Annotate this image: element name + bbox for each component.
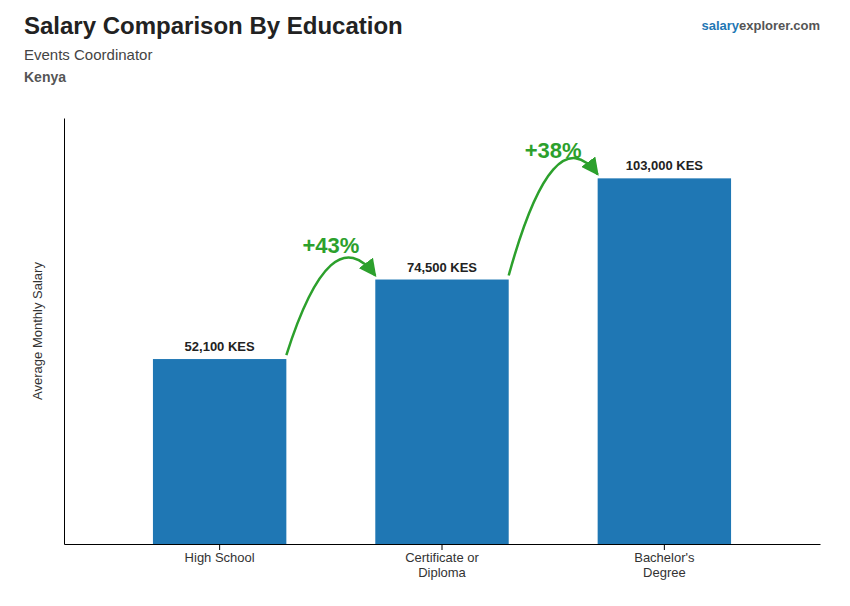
- x-tick-label: Certificate orDiploma: [405, 550, 479, 580]
- x-axis: High School Certificate orDiploma Bachelor…: [65, 544, 821, 580]
- subtitle: Events Coordinator: [24, 46, 152, 63]
- x-tick-mark: [219, 544, 220, 550]
- x-tick: Bachelor'sDegree: [634, 544, 695, 580]
- arrow: [286, 257, 375, 355]
- bars: [153, 178, 731, 544]
- bar: [598, 178, 731, 544]
- bar: [153, 359, 286, 544]
- subtitle: Kenya: [24, 69, 66, 85]
- y-axis-line: [64, 119, 65, 545]
- data-label: 103,000 KES: [626, 158, 704, 173]
- x-tick-label: Bachelor'sDegree: [634, 550, 695, 580]
- credit-part: explorer.com: [739, 18, 820, 33]
- credit-part: salary: [701, 18, 739, 33]
- y-axis: [64, 119, 65, 545]
- x-tick: Certificate orDiploma: [405, 544, 479, 580]
- y-axis-title: Average Monthly Salary: [30, 262, 45, 400]
- chart: Salary Comparison By Education Events Coo…: [0, 0, 850, 606]
- x-tick-mark: [442, 544, 443, 550]
- arrow: [509, 158, 598, 275]
- data-label: 52,100 KES: [185, 339, 255, 354]
- data-labels: 52,100 KES 74,500 KES 103,000 KES: [185, 158, 704, 354]
- credit: salaryexplorer.com: [701, 18, 820, 33]
- title: Salary Comparison By Education: [24, 12, 403, 39]
- annotation: +38%: [525, 138, 582, 163]
- x-tick: High School: [185, 544, 255, 565]
- x-tick-mark: [664, 544, 665, 550]
- annotations: +43% +38%: [286, 138, 597, 355]
- bar: [375, 280, 508, 544]
- annotation: +43%: [302, 233, 359, 258]
- x-tick-label: High School: [185, 550, 255, 565]
- plot: High School Certificate orDiploma Bachelor…: [65, 119, 821, 581]
- data-label: 74,500 KES: [407, 260, 477, 275]
